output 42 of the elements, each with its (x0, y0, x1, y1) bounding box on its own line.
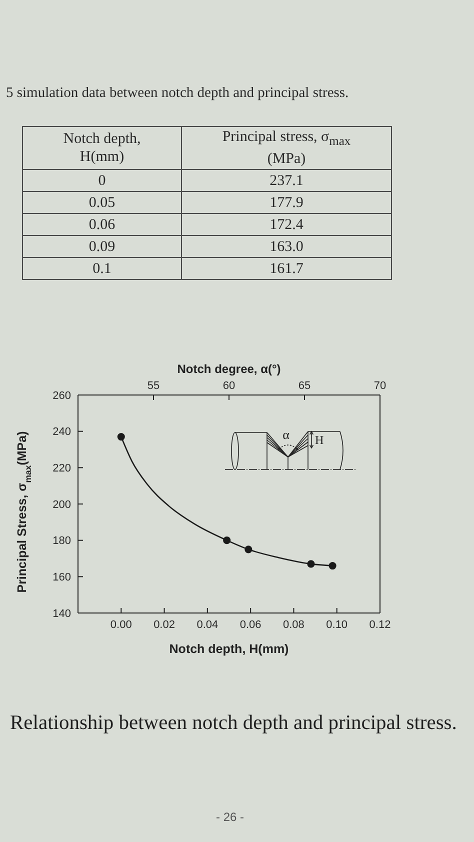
x-tick-label: 0.00 (110, 618, 132, 631)
data-label: 177.9 (182, 192, 392, 214)
annotation: α (282, 427, 290, 442)
point (328, 562, 336, 570)
y-tick-label: 240 (52, 426, 71, 438)
x-tick-label: 0.02 (154, 618, 175, 631)
text: Relationship between notch depth and principal stress. (10, 712, 458, 735)
x-tick-label: 0.10 (326, 618, 348, 631)
category-label: 0.05 (22, 192, 182, 214)
text: Notch depth, H(mm) (62, 130, 142, 166)
text: 5 simulation data between notch depth and principal stress. (6, 84, 350, 102)
data-label: 161.7 (182, 258, 392, 280)
data-label: 172.4 (182, 214, 392, 236)
x-axis-title: Notch depth, H(mm) (169, 642, 289, 656)
text: Principal stress, σ$_{max}$ (MPa) (222, 129, 351, 167)
y-tick-label: 180 (52, 535, 71, 548)
x-tick-label: 0.04 (196, 618, 218, 631)
data-label: 163.0 (182, 236, 392, 258)
x-tick-label: 0.12 (369, 618, 391, 631)
annotation: H (315, 433, 324, 447)
category-label: 0.06 (22, 214, 182, 236)
point (244, 546, 252, 554)
y-tick-label: 160 (52, 572, 71, 584)
x2-axis-title: Notch degree, α(°) (177, 362, 281, 376)
x2-tick-label: 65 (298, 380, 311, 392)
x-tick-label: 0.06 (240, 618, 262, 631)
y-tick-label: 260 (52, 390, 71, 402)
y-tick-label: 200 (52, 498, 71, 511)
x-tick-label: 0.08 (283, 618, 304, 631)
x2-tick-label: 70 (374, 380, 386, 392)
text: - 26 - (214, 810, 245, 824)
point (223, 536, 231, 544)
point (117, 433, 125, 441)
y-tick-label: 140 (52, 608, 71, 620)
point (307, 560, 315, 568)
category-label: 0 (22, 170, 182, 192)
category-label: 0.09 (22, 236, 182, 258)
category-label: 0.1 (22, 258, 182, 280)
y-tick-label: 220 (52, 462, 71, 475)
x2-tick-label: 55 (147, 380, 160, 392)
data-label: 237.1 (182, 170, 392, 192)
x2-tick-label: 60 (222, 380, 236, 392)
